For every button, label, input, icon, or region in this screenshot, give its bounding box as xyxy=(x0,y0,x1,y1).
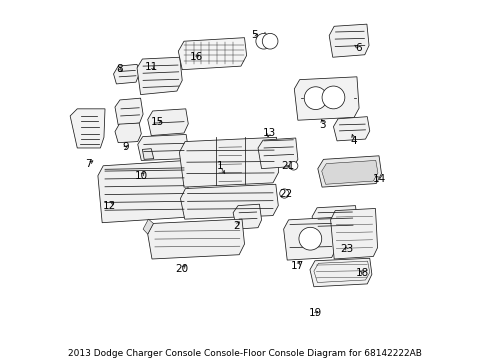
Text: 12: 12 xyxy=(102,201,116,211)
Circle shape xyxy=(304,87,326,109)
Circle shape xyxy=(322,86,344,109)
Text: 8: 8 xyxy=(117,64,123,74)
Polygon shape xyxy=(147,109,188,135)
Polygon shape xyxy=(309,258,371,287)
Polygon shape xyxy=(180,184,278,219)
Text: 14: 14 xyxy=(372,174,385,184)
Text: 23: 23 xyxy=(340,244,353,255)
Text: 6: 6 xyxy=(354,42,361,53)
Polygon shape xyxy=(147,219,244,259)
Polygon shape xyxy=(317,156,381,187)
Polygon shape xyxy=(115,123,141,143)
Polygon shape xyxy=(179,137,278,187)
Text: 5: 5 xyxy=(251,30,257,40)
Polygon shape xyxy=(328,24,368,57)
Text: 18: 18 xyxy=(355,268,368,278)
Polygon shape xyxy=(330,208,377,259)
Polygon shape xyxy=(70,109,105,148)
Text: 13: 13 xyxy=(262,128,275,138)
Text: 17: 17 xyxy=(290,261,303,271)
Circle shape xyxy=(255,33,271,49)
Polygon shape xyxy=(115,98,143,125)
Circle shape xyxy=(279,189,288,198)
Polygon shape xyxy=(283,217,336,260)
Text: 9: 9 xyxy=(122,142,128,152)
Text: 22: 22 xyxy=(278,189,291,198)
Circle shape xyxy=(262,33,277,49)
Text: 19: 19 xyxy=(308,309,322,319)
Text: 2013 Dodge Charger Console Console-Floor Console Diagram for 68142222AB: 2013 Dodge Charger Console Console-Floor… xyxy=(67,349,421,358)
Text: 10: 10 xyxy=(135,171,147,181)
Text: 20: 20 xyxy=(175,264,188,274)
Polygon shape xyxy=(258,138,297,168)
Text: 3: 3 xyxy=(319,120,325,130)
Text: 7: 7 xyxy=(85,159,92,169)
Polygon shape xyxy=(321,161,377,184)
Polygon shape xyxy=(113,64,139,84)
Polygon shape xyxy=(178,38,246,70)
Polygon shape xyxy=(138,134,188,161)
Polygon shape xyxy=(233,204,261,229)
Text: 15: 15 xyxy=(150,117,163,127)
Polygon shape xyxy=(333,117,369,141)
Polygon shape xyxy=(137,57,182,95)
Circle shape xyxy=(298,227,321,250)
Text: 2: 2 xyxy=(232,221,239,230)
Polygon shape xyxy=(311,206,357,239)
Polygon shape xyxy=(98,161,188,223)
Text: 4: 4 xyxy=(350,136,357,146)
Text: 1: 1 xyxy=(217,162,223,171)
Text: 21: 21 xyxy=(281,162,294,171)
Polygon shape xyxy=(142,149,153,159)
Polygon shape xyxy=(143,219,153,234)
Text: 16: 16 xyxy=(189,52,203,62)
Text: 11: 11 xyxy=(144,62,158,72)
Polygon shape xyxy=(294,77,358,120)
Circle shape xyxy=(289,162,297,170)
